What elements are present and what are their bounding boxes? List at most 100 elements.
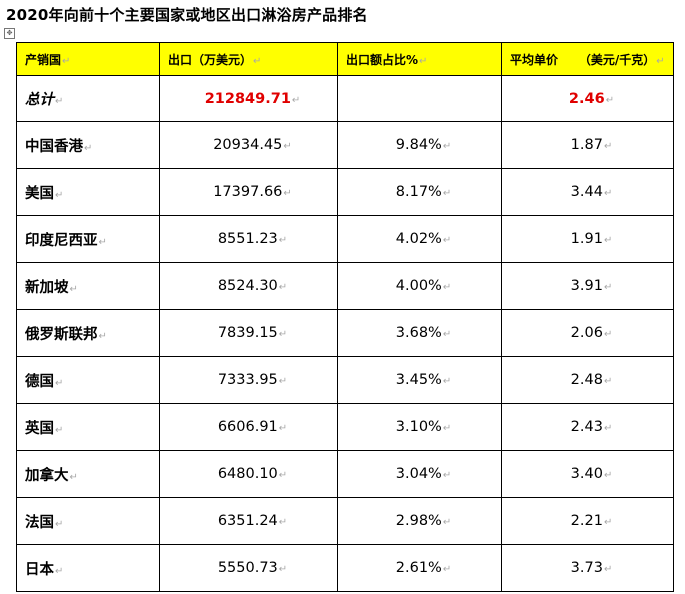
header-cell-export[interactable]: 出口（万美元）↵	[159, 42, 338, 76]
share-value: 4.02%	[395, 231, 442, 247]
price-cell[interactable]: 2.21↵	[501, 497, 674, 545]
total-label-cell[interactable]: 总计↵	[16, 75, 160, 122]
share-cell[interactable]: 2.61%↵	[337, 544, 502, 592]
price-cell[interactable]: 3.44↵	[501, 168, 674, 216]
share-value: 2.61%	[395, 560, 442, 576]
export-cell[interactable]: 7839.15↵	[159, 309, 338, 357]
price-value: 2.21	[570, 513, 603, 529]
country-cell[interactable]: 英国↵	[16, 403, 160, 451]
export-cell[interactable]: 6606.91↵	[159, 403, 338, 451]
paragraph-mark-icon: ↵	[278, 517, 288, 528]
paragraph-mark-icon: ↵	[603, 329, 613, 340]
table-row: 英国↵ 6606.91↵ 3.10%↵ 2.43↵	[16, 403, 674, 451]
export-cell[interactable]: 8551.23↵	[159, 215, 338, 263]
export-cell[interactable]: 7333.95↵	[159, 356, 338, 404]
country-cell[interactable]: 法国↵	[16, 497, 160, 545]
share-cell[interactable]: 9.84%↵	[337, 121, 502, 169]
table-row: 俄罗斯联邦↵ 7839.15↵ 3.68%↵ 2.06↵	[16, 309, 674, 357]
table-header-row: 产销国↵ 出口（万美元）↵ 出口额占比%↵ 平均单价 （美元/千克）↵	[16, 42, 674, 76]
share-cell[interactable]: 2.98%↵	[337, 497, 502, 545]
price-cell[interactable]: 1.87↵	[501, 121, 674, 169]
export-value: 6606.91	[217, 419, 278, 435]
export-cell[interactable]: 6480.10↵	[159, 450, 338, 498]
share-value: 3.68%	[395, 325, 442, 341]
header-label: 平均单价 （美元/千克）	[510, 52, 656, 67]
country-name: 俄罗斯联邦	[25, 326, 98, 343]
share-cell[interactable]: 3.10%↵	[337, 403, 502, 451]
paragraph-mark-icon: ↵	[98, 236, 107, 248]
export-cell[interactable]: 17397.66↵	[159, 168, 338, 216]
header-label: 出口额占比%	[346, 52, 419, 67]
paragraph-mark-icon: ↵	[603, 282, 613, 293]
price-cell[interactable]: 3.91↵	[501, 262, 674, 310]
header-cell-country[interactable]: 产销国↵	[16, 42, 160, 76]
paragraph-mark-icon: ↵	[603, 235, 613, 246]
share-cell[interactable]: 3.68%↵	[337, 309, 502, 357]
share-cell[interactable]: 4.02%↵	[337, 215, 502, 263]
export-cell[interactable]: 6351.24↵	[159, 497, 338, 545]
total-price-cell[interactable]: 2.46↵	[501, 75, 674, 122]
country-cell[interactable]: 加拿大↵	[16, 450, 160, 498]
paragraph-mark-icon: ↵	[62, 55, 71, 67]
export-value: 8551.23	[217, 231, 278, 247]
price-cell[interactable]: 2.43↵	[501, 403, 674, 451]
paragraph-mark-icon: ↵	[278, 423, 288, 434]
country-name: 德国	[25, 373, 54, 390]
country-cell[interactable]: 德国↵	[16, 356, 160, 404]
paragraph-mark-icon: ↵	[253, 55, 262, 67]
export-value: 6480.10	[217, 466, 278, 482]
country-cell[interactable]: 中国香港↵	[16, 121, 160, 169]
paragraph-mark-icon: ↵	[55, 424, 64, 436]
header-cell-price[interactable]: 平均单价 （美元/千克）↵	[501, 42, 674, 76]
paragraph-mark-icon: ↵	[603, 376, 613, 387]
export-cell[interactable]: 5550.73↵	[159, 544, 338, 592]
paragraph-mark-icon: ↵	[55, 518, 64, 530]
share-value: 9.84%	[395, 137, 442, 153]
price-value: 2.43	[570, 419, 603, 435]
total-export-value: 212849.71	[204, 90, 291, 107]
share-cell[interactable]: 3.04%↵	[337, 450, 502, 498]
paragraph-mark-icon: ↵	[291, 94, 301, 106]
country-cell[interactable]: 俄罗斯联邦↵	[16, 309, 160, 357]
country-name: 美国	[25, 185, 54, 202]
share-value: 8.17%	[395, 184, 442, 200]
export-value: 5550.73	[217, 560, 278, 576]
paragraph-mark-icon: ↵	[69, 283, 78, 295]
export-cell[interactable]: 20934.45↵	[159, 121, 338, 169]
share-value: 3.45%	[395, 372, 442, 388]
paragraph-mark-icon: ↵	[283, 188, 292, 199]
paragraph-mark-icon: ↵	[419, 55, 428, 67]
country-name: 日本	[25, 561, 54, 578]
country-name: 法国	[25, 514, 54, 531]
share-cell[interactable]: 3.45%↵	[337, 356, 502, 404]
export-ranking-table: 产销国↵ 出口（万美元）↵ 出口额占比%↵ 平均单价 （美元/千克）↵ 总计↵ …	[16, 42, 674, 592]
header-cell-share[interactable]: 出口额占比%↵	[337, 42, 502, 76]
paragraph-mark-icon: ↵	[442, 329, 452, 340]
paragraph-mark-icon: ↵	[442, 564, 452, 575]
price-cell[interactable]: 3.73↵	[501, 544, 674, 592]
export-cell[interactable]: 8524.30↵	[159, 262, 338, 310]
paragraph-mark-icon: ↵	[442, 282, 452, 293]
country-name: 印度尼西亚	[25, 232, 98, 249]
share-value: 3.04%	[395, 466, 442, 482]
price-cell[interactable]: 2.06↵	[501, 309, 674, 357]
header-label: 出口（万美元）	[168, 52, 253, 67]
share-cell[interactable]: 4.00%↵	[337, 262, 502, 310]
price-cell[interactable]: 1.91↵	[501, 215, 674, 263]
price-value: 3.91	[570, 278, 603, 294]
price-value: 3.40	[570, 466, 603, 482]
country-cell[interactable]: 印度尼西亚↵	[16, 215, 160, 263]
total-share-cell[interactable]	[337, 75, 502, 122]
price-cell[interactable]: 2.48↵	[501, 356, 674, 404]
paragraph-mark-icon: ↵	[442, 470, 452, 481]
country-cell[interactable]: 美国↵	[16, 168, 160, 216]
total-label: 总计	[25, 92, 54, 108]
header-label: 产销国	[25, 52, 62, 67]
country-cell[interactable]: 新加坡↵	[16, 262, 160, 310]
table-move-handle-icon[interactable]: ✥	[4, 28, 15, 39]
share-cell[interactable]: 8.17%↵	[337, 168, 502, 216]
total-export-cell[interactable]: 212849.71↵	[159, 75, 338, 122]
price-cell[interactable]: 3.40↵	[501, 450, 674, 498]
country-cell[interactable]: 日本↵	[16, 544, 160, 592]
price-value: 2.06	[570, 325, 603, 341]
